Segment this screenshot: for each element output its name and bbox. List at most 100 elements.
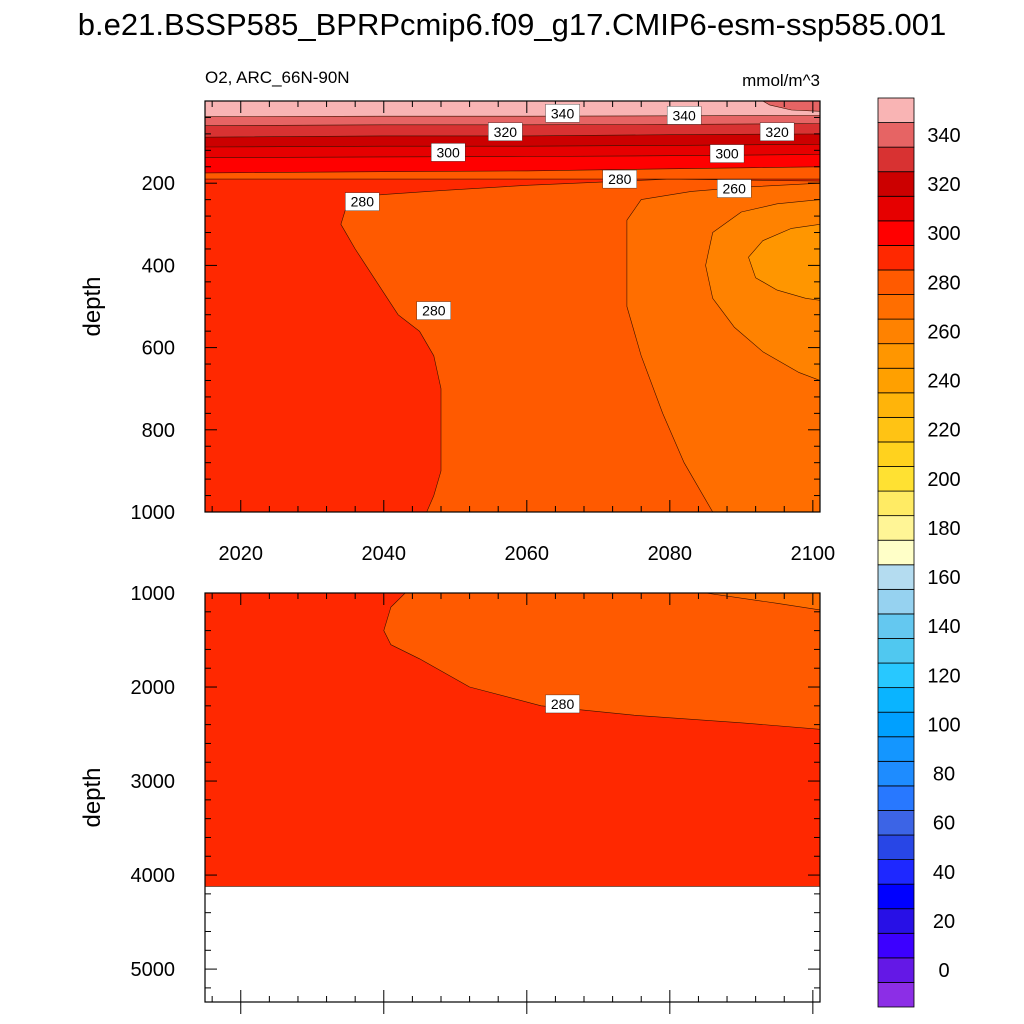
colorbar-swatch <box>877 859 915 885</box>
colorbar-swatch <box>877 318 915 345</box>
x-tick-label: 2020 <box>219 543 264 565</box>
contour-label: 340 <box>545 104 580 123</box>
colorbar-swatch <box>877 343 915 369</box>
contour-label-text: 280 <box>422 303 446 319</box>
colorbar-label: 60 <box>933 813 955 835</box>
contour-fills <box>205 593 820 887</box>
contour-label: 300 <box>430 143 466 162</box>
colorbar-swatch <box>877 760 915 787</box>
contour-label: 280 <box>545 694 580 714</box>
contour-label-text: 260 <box>723 181 747 197</box>
colorbar-label: 160 <box>927 567 960 589</box>
x-tick-label: 2040 <box>362 543 407 565</box>
contour-label-box <box>709 144 745 163</box>
colorbar-label: 340 <box>927 125 960 147</box>
colorbar-label: 320 <box>927 174 960 196</box>
contour-label: 260 <box>717 179 752 198</box>
contour-label-text: 340 <box>551 105 575 121</box>
colorbar-label: 180 <box>927 518 960 540</box>
colorbar-swatch <box>877 613 915 639</box>
contour-label-box <box>488 122 523 141</box>
colorbar-label: 0 <box>938 960 949 982</box>
panel-lower: 1000 2000 3000 4000 5000 depth 280 <box>79 583 821 1014</box>
colorbar-swatch <box>877 392 915 418</box>
colorbar-label: 140 <box>927 616 960 638</box>
contour-labels: 280 <box>545 694 580 714</box>
colorbar-swatch <box>877 810 915 836</box>
contour-label-box <box>545 694 580 714</box>
contour-label: 280 <box>345 192 380 211</box>
y-tick-label: 5000 <box>131 959 176 981</box>
colorbar-swatch <box>877 638 915 664</box>
contour-region-240 <box>748 224 820 301</box>
colorbar: 0 20 40 60 80 100 120 140 160 180 200 220 240 260 280 3… <box>877 97 961 1008</box>
contour-label-text: 280 <box>551 696 575 712</box>
colorbar-swatch <box>877 564 915 590</box>
colorbar-label: 220 <box>927 420 960 442</box>
colorbar-swatch <box>877 220 915 246</box>
contour-label: 320 <box>488 122 523 141</box>
y-tick-label: 200 <box>142 173 175 195</box>
contour-label-text: 320 <box>494 124 518 140</box>
colorbar-swatch <box>877 269 915 295</box>
variable-label: O2, ARC_66N-90N <box>205 68 350 87</box>
contour-label-box <box>430 143 466 162</box>
colorbar-swatch <box>877 957 915 983</box>
contour-label: 280 <box>416 301 451 320</box>
colorbar-swatch <box>877 515 915 541</box>
colorbar-swatch <box>877 171 915 197</box>
colorbar-swatch <box>877 97 915 123</box>
contour-label-box <box>717 179 752 198</box>
colorbar-label: 260 <box>927 321 960 343</box>
contour-label: 320 <box>759 122 795 141</box>
contour-label-text: 300 <box>715 146 739 162</box>
colorbar-swatch <box>877 122 915 148</box>
y-tick-label: 1000 <box>131 583 176 605</box>
colorbar-swatch <box>877 932 915 959</box>
y-axis-title: depth <box>79 276 106 336</box>
colorbar-swatch <box>877 245 915 271</box>
colorbar-swatch <box>877 662 915 689</box>
colorbar-label: 200 <box>927 469 960 491</box>
contour-label-text: 320 <box>765 124 789 140</box>
contour-label: 300 <box>709 144 745 163</box>
colorbar-label: 100 <box>927 714 960 736</box>
colorbar-swatch <box>877 294 915 320</box>
figure-title: b.e21.BSSP585_BPRPcmip6.f09_g17.CMIP6-es… <box>78 7 947 42</box>
contour-label-box <box>416 301 451 320</box>
colorbar-swatch <box>877 711 915 738</box>
colorbar-label: 40 <box>933 862 955 884</box>
colorbar-label: 80 <box>933 764 955 786</box>
y-tick-label: 600 <box>142 338 175 360</box>
colorbar-label: 300 <box>927 223 960 245</box>
contour-label-text: 340 <box>672 107 696 123</box>
colorbar-label: 280 <box>927 272 960 294</box>
x-tick-label: 2080 <box>648 543 693 565</box>
colorbar-swatch <box>877 736 915 762</box>
colorbar-swatch <box>877 539 915 566</box>
colorbar-swatch <box>877 466 915 492</box>
colorbar-swatch <box>877 490 915 517</box>
colorbar-swatch <box>877 367 915 394</box>
y-tick-label: 400 <box>142 255 175 277</box>
contour-label-box <box>602 169 637 189</box>
contour-label-box <box>345 192 380 211</box>
y-tick-label: 1000 <box>131 502 176 524</box>
colorbar-swatch <box>877 908 915 934</box>
colorbar-swatch <box>877 146 915 173</box>
contour-region-270 <box>383 593 820 730</box>
colorbar-swatch <box>877 588 915 615</box>
contour-label-box <box>545 104 580 123</box>
colorbar-swatch <box>877 441 915 467</box>
colorbar-swatch <box>877 687 915 713</box>
colorbar-swatch <box>877 195 915 222</box>
y-axis-title: depth <box>79 767 106 827</box>
y-tick-label: 3000 <box>131 771 176 793</box>
contour-label: 340 <box>666 106 702 125</box>
contour-labels: 340 340 320 320 300 300 280 280 260 280 <box>345 104 795 320</box>
colorbar-label: 240 <box>927 371 960 393</box>
plot-frame <box>204 592 821 1003</box>
y-tick-label: 2000 <box>131 677 176 699</box>
y-tick-label: 800 <box>142 420 175 442</box>
